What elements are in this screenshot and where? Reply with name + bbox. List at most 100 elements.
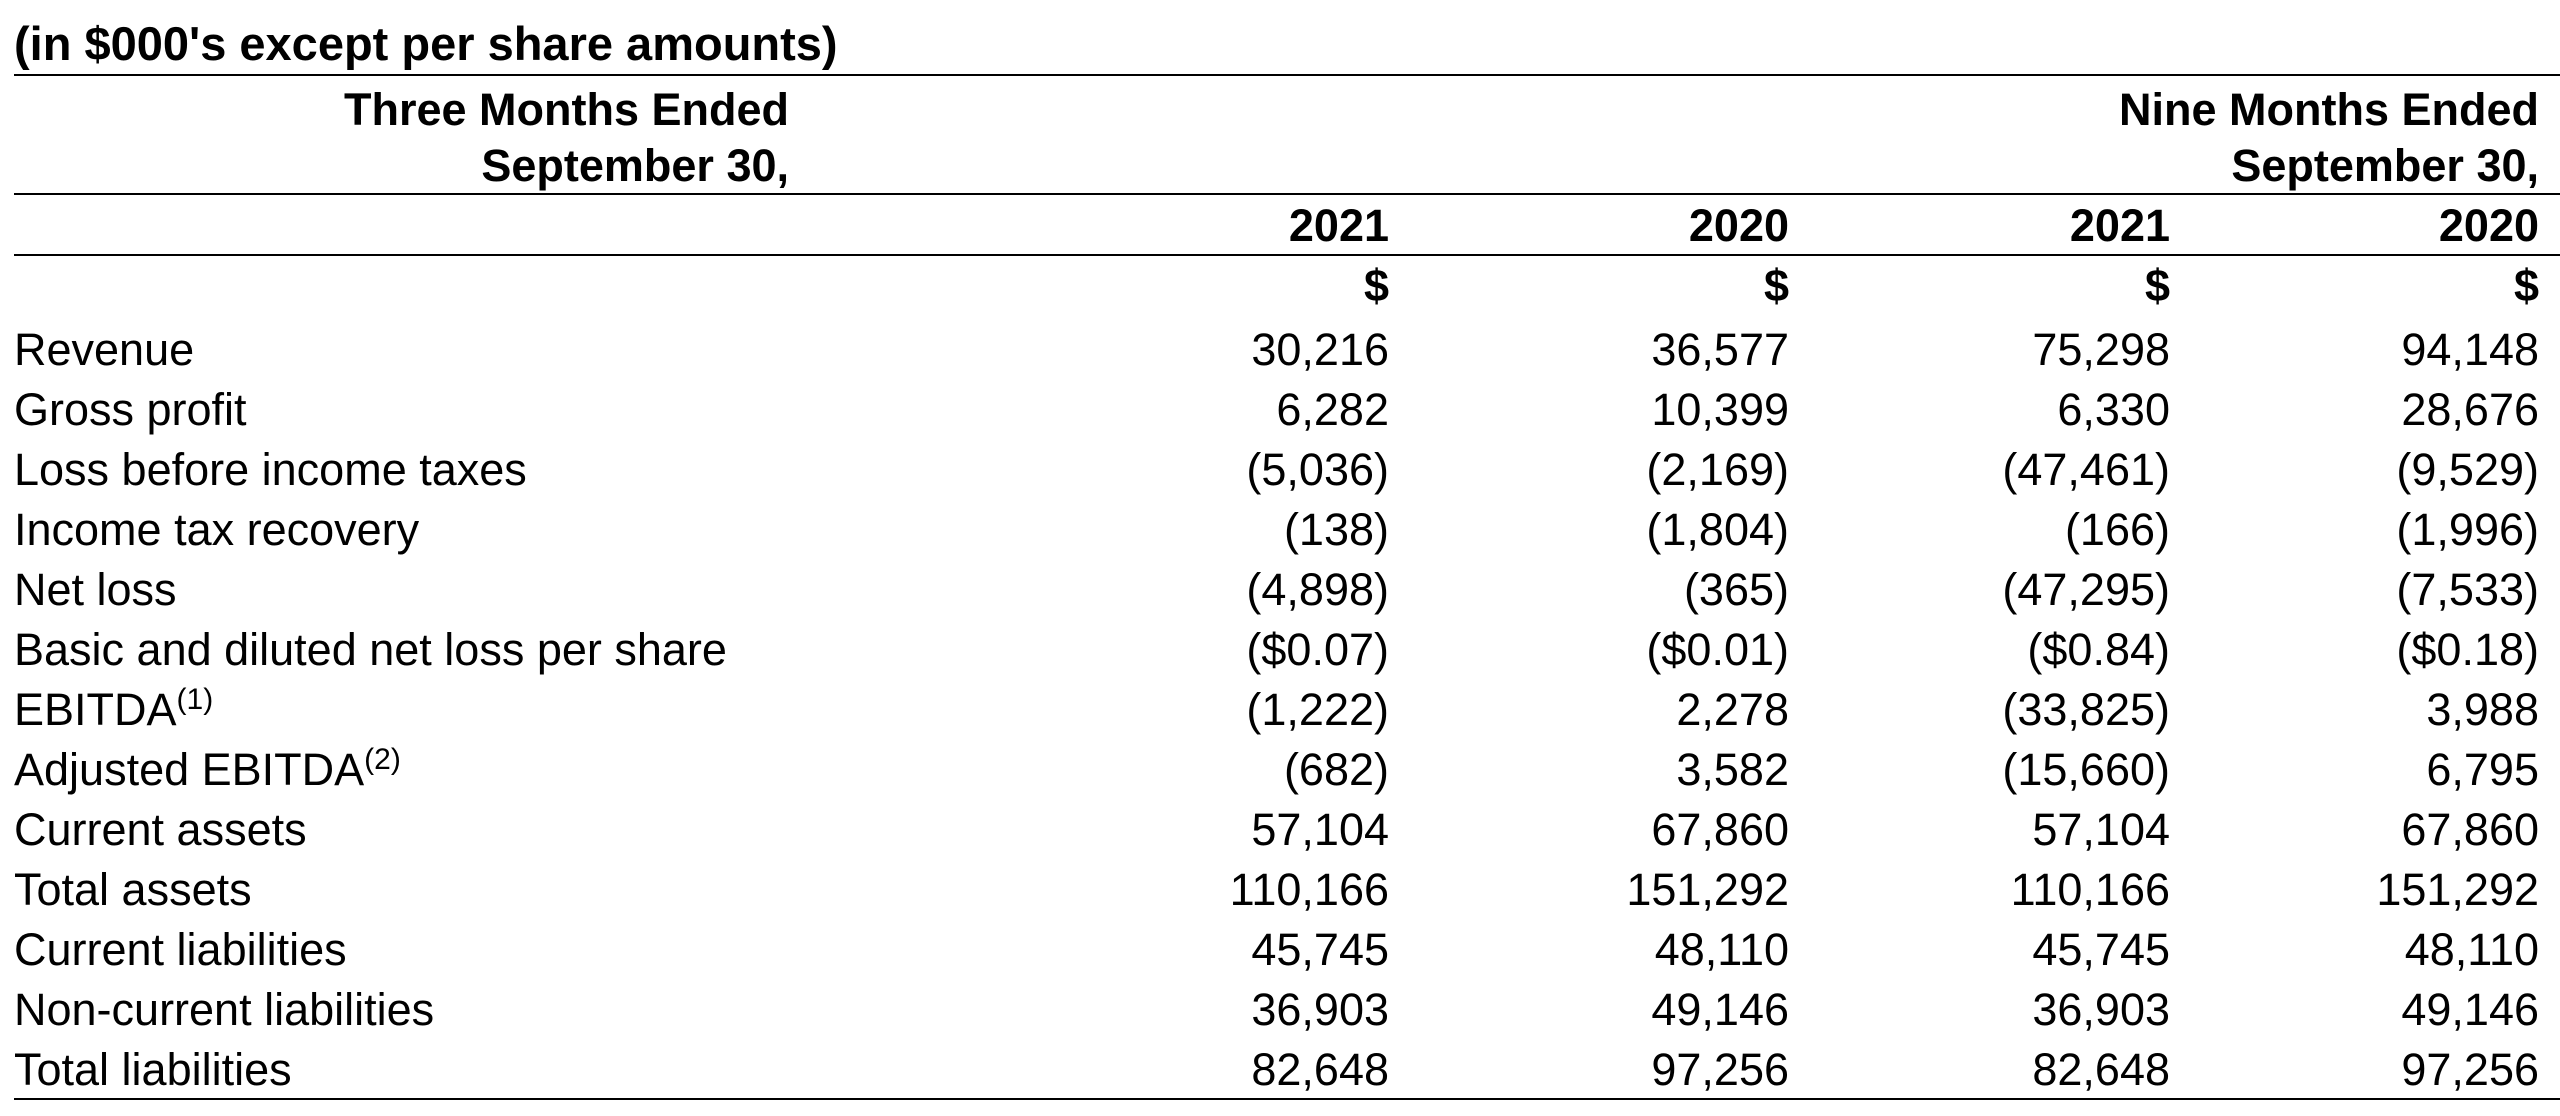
value-cell: 48,110: [1654, 924, 1789, 975]
row-label: Loss before income taxes: [14, 440, 527, 500]
row-label: Revenue: [14, 320, 194, 380]
row-label-text: Adjusted EBITDA: [14, 744, 365, 795]
row-label-text: Net loss: [14, 564, 177, 615]
row-label: Current assets: [14, 800, 307, 860]
value-cell: ($0.07): [1246, 624, 1389, 675]
value-cell: 94,148: [2401, 324, 2539, 375]
value-cell: (47,295): [2002, 564, 2170, 615]
value-cell: 57,104: [2032, 804, 2170, 855]
table-row: Current liabilities 45,745 48,110 45,745…: [0, 920, 2560, 980]
top-rule: [14, 74, 2560, 76]
value-cell: 45,745: [2032, 924, 2170, 975]
table-row: Total assets 110,166 151,292 110,166 151…: [0, 860, 2560, 920]
period-header-nine-months: Nine Months Ended September 30,: [2119, 82, 2539, 194]
row-label: Current liabilities: [14, 920, 347, 980]
row-label: EBITDA(1): [14, 680, 213, 740]
value-cell: (4,898): [1246, 564, 1389, 615]
value-cell: (47,461): [2002, 444, 2170, 495]
value-cell: 151,292: [2376, 864, 2539, 915]
value-cell: (138): [1283, 504, 1389, 555]
value-cell: ($0.01): [1646, 624, 1789, 675]
table-row: Income tax recovery (138) (1,804) (166) …: [0, 500, 2560, 560]
value-cell: 82,648: [1251, 1044, 1389, 1095]
value-cell: (1,996): [2396, 504, 2539, 555]
value-cell: ($0.84): [2027, 624, 2170, 675]
period-header-line2: September 30,: [481, 140, 789, 191]
value-cell: (1,804): [1646, 504, 1789, 555]
row-label: Income tax recovery: [14, 500, 419, 560]
value-cell: (15,660): [2002, 744, 2170, 795]
value-cell: 36,903: [1251, 984, 1389, 1035]
currency-symbol: $: [2144, 260, 2170, 311]
table-row: Non-current liabilities 36,903 49,146 36…: [0, 980, 2560, 1040]
value-cell: 6,282: [1276, 384, 1389, 435]
value-cell: 67,860: [2401, 804, 2539, 855]
table-row: Gross profit 6,282 10,399 6,330 28,676: [0, 380, 2560, 440]
value-cell: 110,166: [1229, 864, 1389, 915]
value-cell: 2,278: [1676, 684, 1789, 735]
value-cell: 48,110: [2404, 924, 2539, 975]
value-cell: (365): [1683, 564, 1789, 615]
value-cell: (166): [2064, 504, 2170, 555]
table-row: Loss before income taxes (5,036) (2,169)…: [0, 440, 2560, 500]
row-label-text: Gross profit: [14, 384, 247, 435]
table-row: EBITDA(1) (1,222) 2,278 (33,825) 3,988: [0, 680, 2560, 740]
value-cell: 67,860: [1651, 804, 1789, 855]
value-cell: 45,745: [1251, 924, 1389, 975]
period-header-line2: September 30,: [2231, 140, 2539, 191]
period-header-rule: [14, 193, 2560, 195]
value-cell: 57,104: [1251, 804, 1389, 855]
value-cell: 36,577: [1651, 324, 1789, 375]
value-cell: (1,222): [1246, 684, 1389, 735]
table-row: Adjusted EBITDA(2) (682) 3,582 (15,660) …: [0, 740, 2560, 800]
value-cell: 6,795: [2426, 744, 2539, 795]
table-row: Net loss (4,898) (365) (47,295) (7,533): [0, 560, 2560, 620]
footnote-marker: (2): [364, 743, 401, 776]
period-header-line1: Nine Months Ended: [2119, 84, 2539, 135]
value-cell: (2,169): [1646, 444, 1789, 495]
row-label: Non-current liabilities: [14, 980, 434, 1040]
table-body: Revenue 30,216 36,577 75,298 94,148 Gros…: [0, 320, 2560, 1100]
year-header-row: 2021 2020 2021 2020: [0, 198, 2560, 254]
footnote-marker: (1): [176, 683, 214, 716]
year-header-rule: [14, 254, 2560, 256]
value-cell: 6,330: [2057, 384, 2170, 435]
value-cell: 36,903: [2032, 984, 2170, 1035]
value-cell: 97,256: [2401, 1044, 2539, 1095]
row-label: Gross profit: [14, 380, 247, 440]
value-cell: (682): [1283, 744, 1389, 795]
row-label-text: Current liabilities: [14, 924, 347, 975]
row-label: Total liabilities: [14, 1040, 292, 1100]
value-cell: 151,292: [1626, 864, 1789, 915]
currency-symbol: $: [1763, 260, 1789, 311]
table-row: Current assets 57,104 67,860 57,104 67,8…: [0, 800, 2560, 860]
value-cell: 97,256: [1651, 1044, 1789, 1095]
row-label-text: Revenue: [14, 324, 195, 375]
row-label-text: Loss before income taxes: [14, 444, 527, 495]
period-header-line1: Three Months Ended: [343, 84, 789, 135]
row-label: Total assets: [14, 860, 252, 920]
value-cell: 49,146: [2401, 984, 2539, 1035]
value-cell: (33,825): [2002, 684, 2170, 735]
value-cell: 3,988: [2426, 684, 2539, 735]
year-header: 2020: [2438, 200, 2539, 251]
currency-row: $ $ $ $: [0, 258, 2560, 314]
table-caption: (in $000's except per share amounts): [14, 17, 838, 70]
row-label-text: Total liabilities: [14, 1044, 292, 1095]
value-cell: 110,166: [2010, 864, 2170, 915]
row-label-text: Current assets: [14, 804, 307, 855]
row-label: Basic and diluted net loss per share: [14, 620, 727, 680]
row-label: Net loss: [14, 560, 177, 620]
value-cell: (9,529): [2396, 444, 2539, 495]
row-label: Adjusted EBITDA(2): [14, 740, 401, 800]
value-cell: 3,582: [1676, 744, 1789, 795]
row-label-text: EBITDA: [14, 684, 177, 735]
value-cell: 75,298: [2032, 324, 2170, 375]
year-header: 2021: [1288, 200, 1389, 251]
value-cell: 30,216: [1251, 324, 1389, 375]
year-header: 2021: [2069, 200, 2170, 251]
value-cell: 82,648: [2032, 1044, 2170, 1095]
value-cell: (7,533): [2396, 564, 2539, 615]
row-label-text: Basic and diluted net loss per share: [14, 624, 727, 675]
